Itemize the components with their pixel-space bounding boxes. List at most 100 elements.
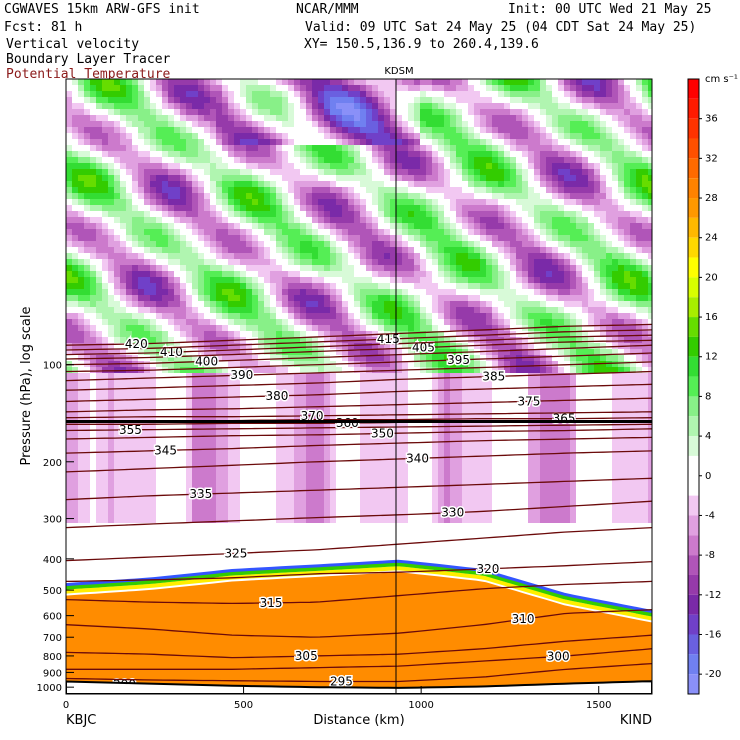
theta-contour-345 bbox=[66, 436, 652, 454]
theta-contour-390 bbox=[66, 361, 652, 382]
colorbar-bin bbox=[688, 475, 699, 496]
colorbar-bin bbox=[688, 495, 699, 516]
theta-label-320: 320 bbox=[476, 562, 499, 576]
theta-label-420: 420 bbox=[125, 337, 148, 351]
init-time: Init: 00 UTC Wed 21 May 25 bbox=[508, 2, 712, 17]
theta-contour-410 bbox=[66, 334, 652, 356]
colorbar-bin bbox=[688, 198, 699, 218]
y-tick-label-400: 400 bbox=[43, 555, 62, 566]
theta-label-355: 355 bbox=[119, 423, 142, 437]
colorbar-bin bbox=[688, 396, 699, 417]
tracer-edge-blue bbox=[66, 559, 652, 613]
theta-label-365: 365 bbox=[553, 412, 576, 426]
theta-label-395: 395 bbox=[447, 353, 470, 367]
field-vertical-velocity: Vertical velocity bbox=[6, 37, 139, 52]
theta-contour-350 bbox=[66, 428, 652, 440]
theta-contour-400 bbox=[66, 344, 652, 366]
colorbar-bin bbox=[688, 118, 699, 139]
colorbar-bin bbox=[688, 614, 699, 635]
theta-label-310: 310 bbox=[512, 612, 535, 626]
left-station-label: KBJC bbox=[66, 713, 96, 728]
colorbar-bin bbox=[688, 217, 699, 238]
x-axis: 0 500 1000 1500 bbox=[63, 686, 611, 711]
theta-label-330: 330 bbox=[441, 506, 464, 520]
colorbar-bin bbox=[688, 515, 699, 536]
colorbar-tick-label--20: -20 bbox=[705, 669, 721, 680]
plot-frame bbox=[65, 78, 653, 695]
theta-label-315: 315 bbox=[260, 596, 283, 610]
right-station-label: KIND bbox=[620, 713, 652, 728]
cross-section-endpoints: XY= 150.5,136.9 to 260.4,139.6 bbox=[304, 37, 539, 52]
colorbar-tick-label--4: -4 bbox=[705, 510, 715, 521]
colorbar-bin bbox=[688, 555, 699, 575]
terrain bbox=[66, 680, 652, 694]
tracer-edge-green bbox=[66, 562, 652, 617]
valid-time: Valid: 09 UTC Sat 24 May 25 (04 CDT Sat … bbox=[305, 20, 696, 35]
colorbar-tick-label-16: 16 bbox=[705, 312, 718, 323]
theta-label-295: 295 bbox=[330, 674, 353, 688]
colorbar-frame bbox=[687, 78, 700, 695]
x-tick-label-1000: 1000 bbox=[408, 700, 433, 711]
y-tick-label-800: 800 bbox=[43, 652, 62, 663]
colorbar-tick-label-24: 24 bbox=[705, 233, 718, 244]
colorbar-tick-label-20: 20 bbox=[705, 272, 718, 283]
field-boundary-layer-tracer: Boundary Layer Tracer bbox=[6, 52, 171, 67]
theta-contour-420 bbox=[66, 323, 652, 346]
colorbar-tick-label-28: 28 bbox=[705, 193, 718, 204]
model-title: CGWAVES 15km ARW-GFS init bbox=[4, 2, 200, 17]
y-tick-label-200: 200 bbox=[43, 458, 62, 469]
colorbar-bin bbox=[688, 237, 699, 258]
theta-contour-385 bbox=[66, 370, 652, 391]
potential-temperature-contours: 2902953003053103153203253303353403453503… bbox=[66, 323, 652, 693]
theta-contour-315 bbox=[66, 580, 652, 605]
theta-contour-340 bbox=[66, 450, 652, 473]
colorbar-tick-label-4: 4 bbox=[705, 431, 711, 442]
theta-label-400: 400 bbox=[195, 354, 218, 368]
colorbar-bin bbox=[688, 336, 699, 357]
theta-label-335: 335 bbox=[189, 487, 212, 501]
colorbar-bin bbox=[688, 436, 699, 456]
x-tick-label-1500: 1500 bbox=[586, 700, 611, 711]
colorbar-bin bbox=[688, 79, 699, 99]
theta-contour-325 bbox=[66, 526, 652, 562]
colorbar-bin bbox=[688, 376, 699, 397]
theta-label-340: 340 bbox=[406, 451, 429, 465]
terrain-surface bbox=[66, 680, 652, 694]
colorbar-bin bbox=[688, 98, 699, 119]
theta-contour-375 bbox=[66, 397, 652, 413]
colorbar-tick-label-8: 8 bbox=[705, 391, 711, 402]
colorbar-bin bbox=[688, 178, 699, 199]
boundary-layer-mass bbox=[66, 572, 652, 688]
y-axis: 100 200 300 400 500 600 700 800 900 1000 bbox=[37, 361, 74, 694]
theta-contour-295 bbox=[66, 662, 652, 683]
y-tick-label-600: 600 bbox=[43, 612, 62, 623]
theta-contour-380 bbox=[66, 383, 652, 403]
theta-label-375: 375 bbox=[517, 394, 540, 408]
colorbar-bin bbox=[688, 356, 699, 377]
x-tick-label-500: 500 bbox=[234, 700, 253, 711]
colorbar-tick-label--16: -16 bbox=[705, 629, 721, 640]
theta-contour-310 bbox=[66, 609, 652, 638]
colorbar-bin bbox=[688, 317, 699, 337]
theta-label-300: 300 bbox=[547, 649, 570, 663]
theta-label-360: 360 bbox=[336, 416, 359, 430]
colorbar-bin bbox=[688, 594, 699, 615]
tracer-edge-yellow bbox=[66, 566, 652, 621]
theta-contour-395 bbox=[66, 352, 652, 373]
theta-contour-300 bbox=[66, 648, 652, 670]
theta-label-390: 390 bbox=[230, 368, 253, 382]
theta-contour-335 bbox=[66, 477, 652, 501]
y-tick-label-100: 100 bbox=[43, 361, 62, 372]
field-potential-temperature: Potential Temperature bbox=[6, 67, 171, 82]
theta-contour-370 bbox=[66, 411, 652, 419]
colorbar-bin bbox=[688, 416, 699, 437]
boundary-layer-tracer-shading bbox=[66, 559, 652, 688]
theta-contour-305 bbox=[66, 634, 652, 659]
colorbar-bin bbox=[688, 138, 699, 159]
theta-label-385: 385 bbox=[482, 369, 505, 383]
colorbar-bin bbox=[688, 674, 699, 694]
colorbar-bin bbox=[688, 634, 699, 655]
x-tick-label-0: 0 bbox=[63, 700, 69, 711]
colorbar-bin bbox=[688, 654, 699, 675]
org-label: NCAR/MMM bbox=[296, 2, 359, 17]
